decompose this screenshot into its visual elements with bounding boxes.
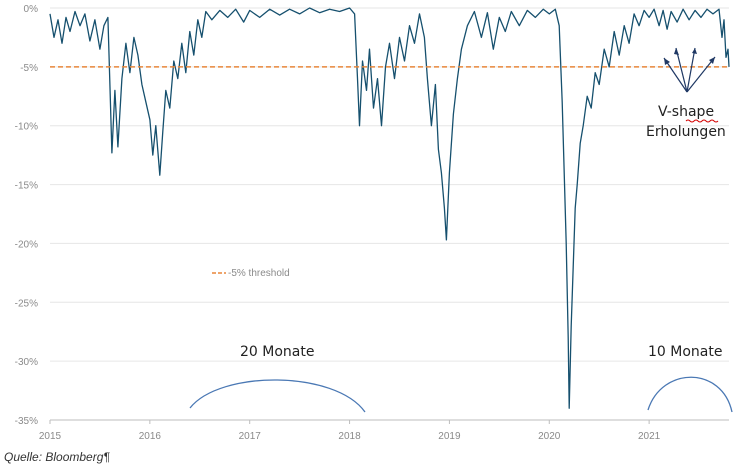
vshape-arrow-1 (663, 57, 688, 93)
x-tick-label: 2021 (638, 431, 661, 442)
y-tick-label: -35% (15, 416, 38, 427)
vshape-arrow-3 (686, 47, 696, 93)
vshape-arrowhead-2 (674, 48, 679, 55)
legend: -5% threshold (212, 268, 290, 279)
y-tick-label: 0% (24, 4, 39, 15)
vshape-arrow-4 (686, 56, 716, 93)
source-note: Quelle: Bloomberg¶ (4, 450, 110, 464)
x-tick-label: 2016 (139, 431, 162, 442)
spelling-underline (685, 119, 719, 123)
x-axis-tick-labels: 2015 2016 2017 2018 2019 2020 2021 (39, 431, 661, 442)
period1-label: 20 Monate (240, 344, 314, 360)
grid-lines (49, 7, 729, 424)
vshape-arrowhead-4 (709, 57, 715, 64)
x-tick-label: 2019 (438, 431, 461, 442)
period-annotations: 20 Monate 10 Monate (189, 344, 733, 413)
vshape-arrowhead-1 (664, 58, 670, 65)
vshape-arrow-2 (675, 47, 688, 93)
y-tick-label: -10% (15, 122, 38, 133)
y-tick-label: -25% (15, 298, 38, 309)
y-tick-label: -30% (15, 357, 38, 368)
vshape-arrowhead-3 (692, 48, 697, 54)
x-tick-label: 2020 (538, 431, 561, 442)
y-tick-label: -15% (15, 181, 38, 192)
x-tick-label: 2015 (39, 431, 62, 442)
legend-threshold-label: -5% threshold (228, 268, 290, 279)
y-tick-label: -20% (15, 239, 38, 250)
series-drawdown-line (49, 7, 730, 409)
period1-arc (189, 379, 366, 413)
period2-arc (647, 376, 733, 413)
series-group (49, 7, 730, 409)
x-tick-label: 2018 (338, 431, 361, 442)
vshape-label-line1: V-shape (658, 104, 714, 120)
vshape-label-line2: Erholungen (646, 124, 726, 140)
y-axis-tick-labels: 0% -5% -10% -15% -20% -25% -30% -35% (15, 4, 38, 427)
y-tick-label: -5% (20, 63, 38, 74)
period2-label: 10 Monate (648, 344, 722, 360)
v-shape-annotation: V-shape Erholungen (646, 47, 726, 140)
x-tick-label: 2017 (239, 431, 262, 442)
